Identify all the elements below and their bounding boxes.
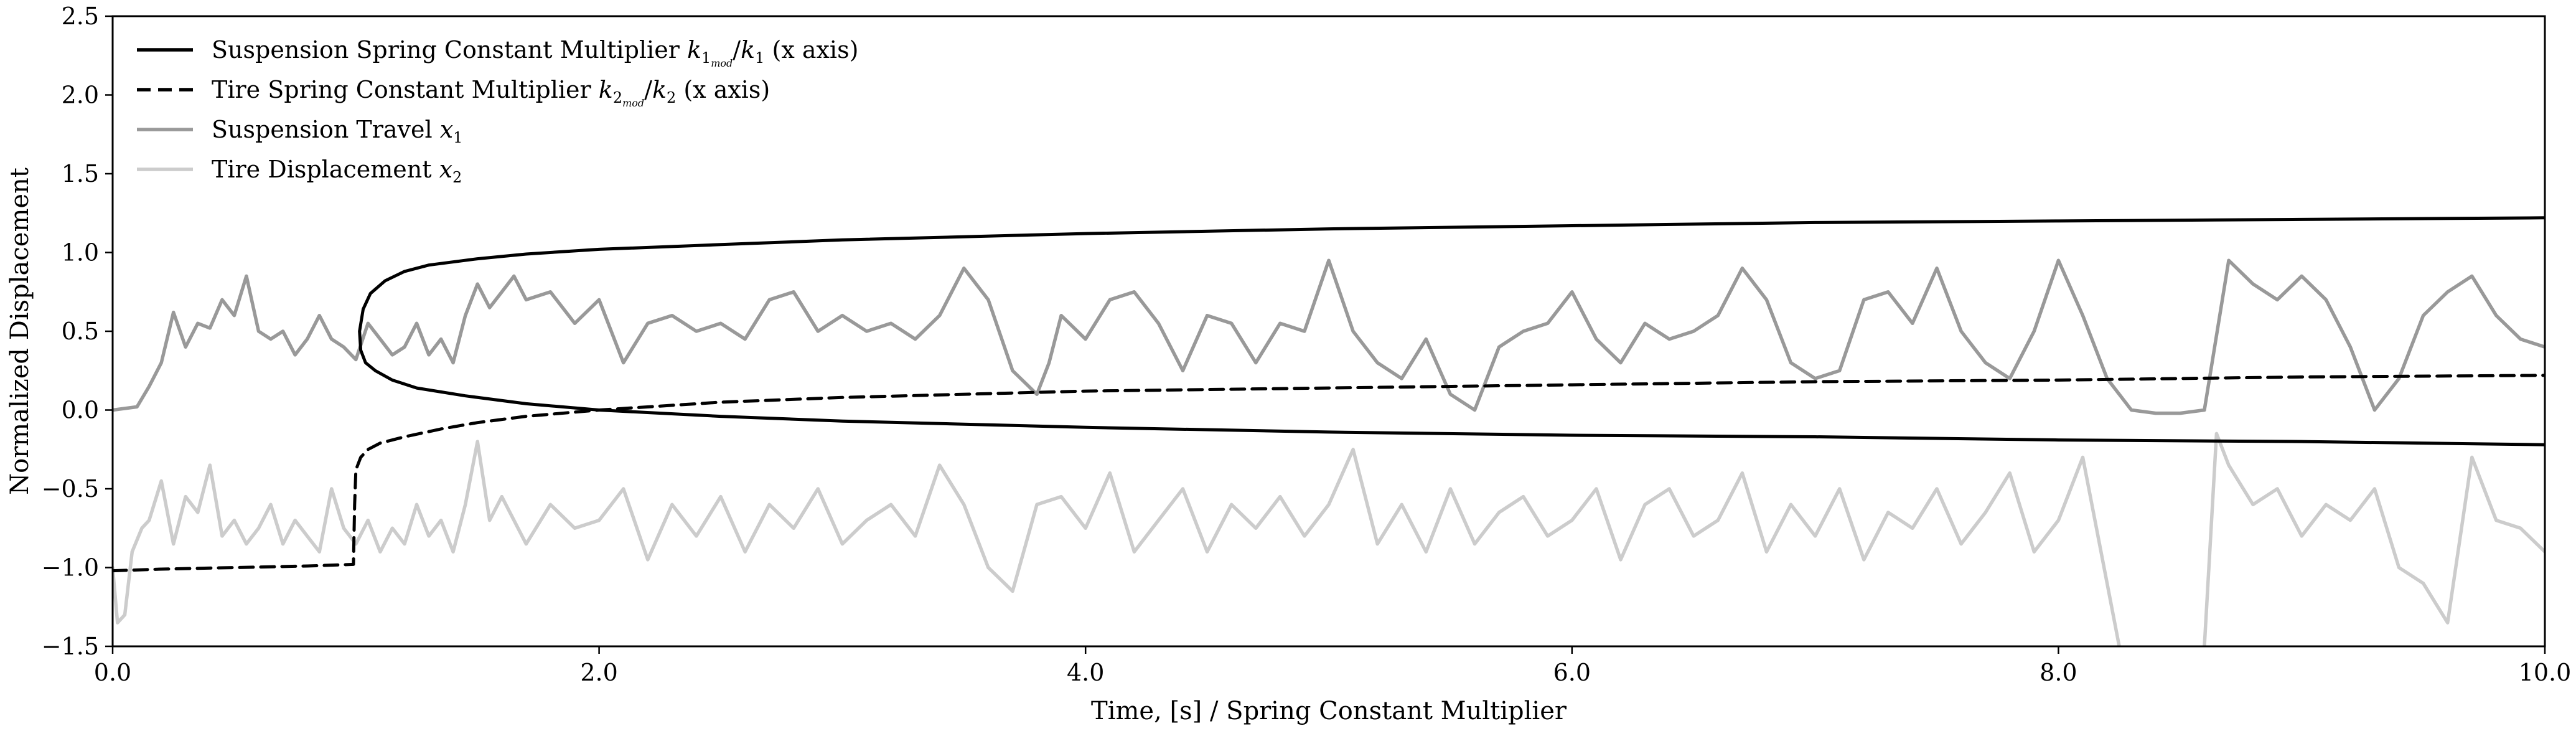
y-tick-label: 0.5 bbox=[62, 318, 99, 345]
y-tick-label: 1.5 bbox=[62, 160, 99, 187]
legend: Suspension Spring Constant Multiplier k1… bbox=[137, 36, 858, 186]
series-layer bbox=[113, 216, 2545, 646]
y-axis: 2.5 2.0 1.5 1.0 0.5 0.0 −0.5 −1.0 −1.5 bbox=[42, 2, 113, 660]
x-tick-label: 8.0 bbox=[2040, 659, 2077, 686]
y-tick-label: 0.0 bbox=[62, 397, 99, 424]
y-tick-label: −1.5 bbox=[42, 633, 99, 660]
x-axis-label: Time, [s] / Spring Constant Multiplier bbox=[1091, 697, 1567, 725]
y-tick-label: −1.0 bbox=[42, 554, 99, 582]
series-line-2 bbox=[113, 374, 2545, 573]
x-tick-label: 4.0 bbox=[1067, 659, 1104, 686]
series-line-4 bbox=[113, 432, 2545, 646]
y-tick-label: 2.5 bbox=[62, 2, 99, 30]
series-line-3 bbox=[113, 258, 2545, 415]
y-tick-label: −0.5 bbox=[42, 475, 99, 502]
x-axis: 0.0 2.0 4.0 6.0 8.0 10.0 bbox=[94, 646, 2572, 686]
y-axis-label: Normalized Displacement bbox=[6, 167, 34, 495]
y-tick-label: 1.0 bbox=[62, 239, 99, 267]
legend-entry: Tire Displacement x2 bbox=[212, 156, 462, 186]
x-tick-label: 10.0 bbox=[2519, 659, 2572, 686]
series-line-1 bbox=[358, 216, 2545, 446]
legend-entry: Suspension Travel x1 bbox=[212, 116, 462, 146]
x-tick-label: 2.0 bbox=[580, 659, 617, 686]
legend-entry: Tire Spring Constant Multiplier k2mod/k2… bbox=[212, 76, 770, 109]
x-tick-label: 0.0 bbox=[94, 659, 131, 686]
y-tick-label: 2.0 bbox=[62, 82, 99, 109]
legend-entry: Suspension Spring Constant Multiplier k1… bbox=[212, 36, 858, 69]
x-tick-label: 6.0 bbox=[1553, 659, 1591, 686]
